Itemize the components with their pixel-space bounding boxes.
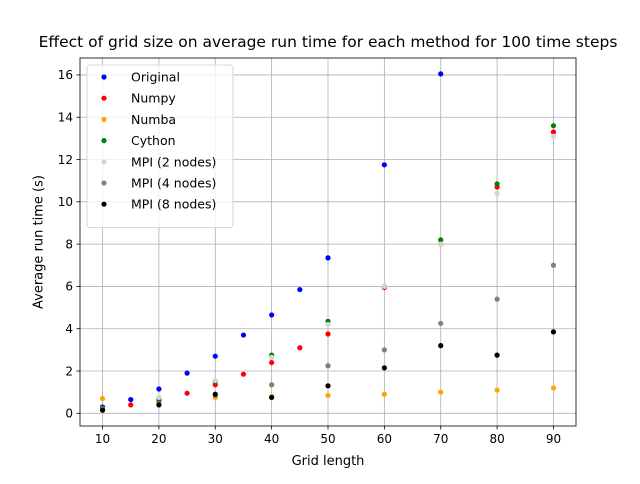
data-point (212, 391, 218, 397)
x-tick-label: 50 (320, 432, 335, 446)
data-point (325, 255, 331, 261)
data-point (550, 123, 557, 129)
legend-marker (101, 74, 107, 80)
data-point (494, 387, 500, 393)
x-tick-label: 30 (208, 432, 223, 446)
y-axis-label: Average run time (s) (31, 175, 47, 309)
data-point (325, 321, 331, 328)
plot-frame (79, 57, 577, 427)
x-tick-label: 20 (151, 432, 166, 446)
data-point (297, 345, 303, 351)
data-point (381, 283, 387, 290)
data-point (156, 394, 162, 401)
y-tick-label: 10 (58, 195, 73, 209)
y-tick-label: 16 (58, 68, 73, 82)
y-tick-label: 0 (65, 407, 73, 421)
legend-label: Numba (131, 112, 176, 127)
data-point (128, 396, 134, 403)
data-point (494, 352, 500, 358)
data-point (438, 389, 444, 395)
data-point (550, 129, 557, 135)
y-tick-label: 8 (65, 237, 73, 251)
legend-marker (101, 201, 107, 207)
data-point (99, 407, 106, 413)
legend-marker (101, 159, 107, 165)
legend-label: MPI (4 nodes) (131, 176, 216, 191)
x-axis-label: Grid length (291, 454, 365, 469)
data-point (550, 385, 557, 391)
data-point (381, 347, 387, 353)
data-point (438, 343, 444, 349)
data-point (381, 365, 387, 371)
legend-label: MPI (2 nodes) (131, 154, 216, 169)
legend-label: Original (131, 70, 180, 85)
x-tick-label: 40 (264, 432, 279, 446)
x-tick-label: 60 (377, 432, 392, 446)
data-point (212, 377, 218, 384)
legend-label: Cython (131, 133, 176, 148)
data-point (325, 383, 331, 389)
chart-title: Effect of grid size on average run time … (38, 33, 618, 51)
data-point (184, 370, 190, 376)
data-point (128, 402, 134, 408)
data-point (212, 353, 218, 359)
data-point (325, 331, 331, 337)
data-point (240, 371, 247, 377)
data-point (438, 241, 444, 247)
data-point (438, 320, 444, 327)
legend-box (86, 64, 234, 228)
data-point (269, 382, 275, 388)
x-tick-label: 70 (433, 432, 448, 446)
data-point (156, 402, 162, 408)
x-tick-label: 90 (546, 432, 561, 446)
x-tick-label: 10 (95, 432, 110, 446)
y-tick-label: 14 (58, 111, 73, 125)
data-point (494, 190, 500, 196)
legend-marker (101, 116, 107, 122)
legend-marker (101, 95, 107, 101)
data-point (381, 391, 387, 397)
data-point (494, 181, 500, 187)
data-point (240, 332, 247, 338)
data-point (99, 395, 106, 402)
data-point (269, 359, 275, 366)
y-tick-label: 12 (58, 153, 73, 167)
data-point (325, 363, 331, 369)
data-point (550, 262, 557, 268)
data-point (438, 71, 444, 77)
legend-label: MPI (8 nodes) (131, 197, 216, 212)
data-point (297, 286, 303, 293)
data-point (325, 392, 331, 398)
y-tick-label: 2 (65, 364, 73, 378)
data-point (269, 312, 275, 318)
data-point (269, 354, 275, 360)
data-point (381, 162, 387, 168)
data-point (156, 386, 162, 392)
legend-marker (101, 138, 107, 144)
data-point (550, 329, 557, 335)
y-tick-label: 6 (65, 280, 73, 294)
legend-label: Numpy (131, 91, 176, 106)
data-point (184, 390, 190, 396)
data-point (494, 296, 500, 302)
y-tick-label: 4 (65, 322, 73, 336)
x-tick-label: 80 (489, 432, 504, 446)
data-point (550, 133, 557, 139)
legend-marker (101, 180, 107, 186)
data-point (269, 394, 275, 401)
data-point (438, 237, 444, 243)
